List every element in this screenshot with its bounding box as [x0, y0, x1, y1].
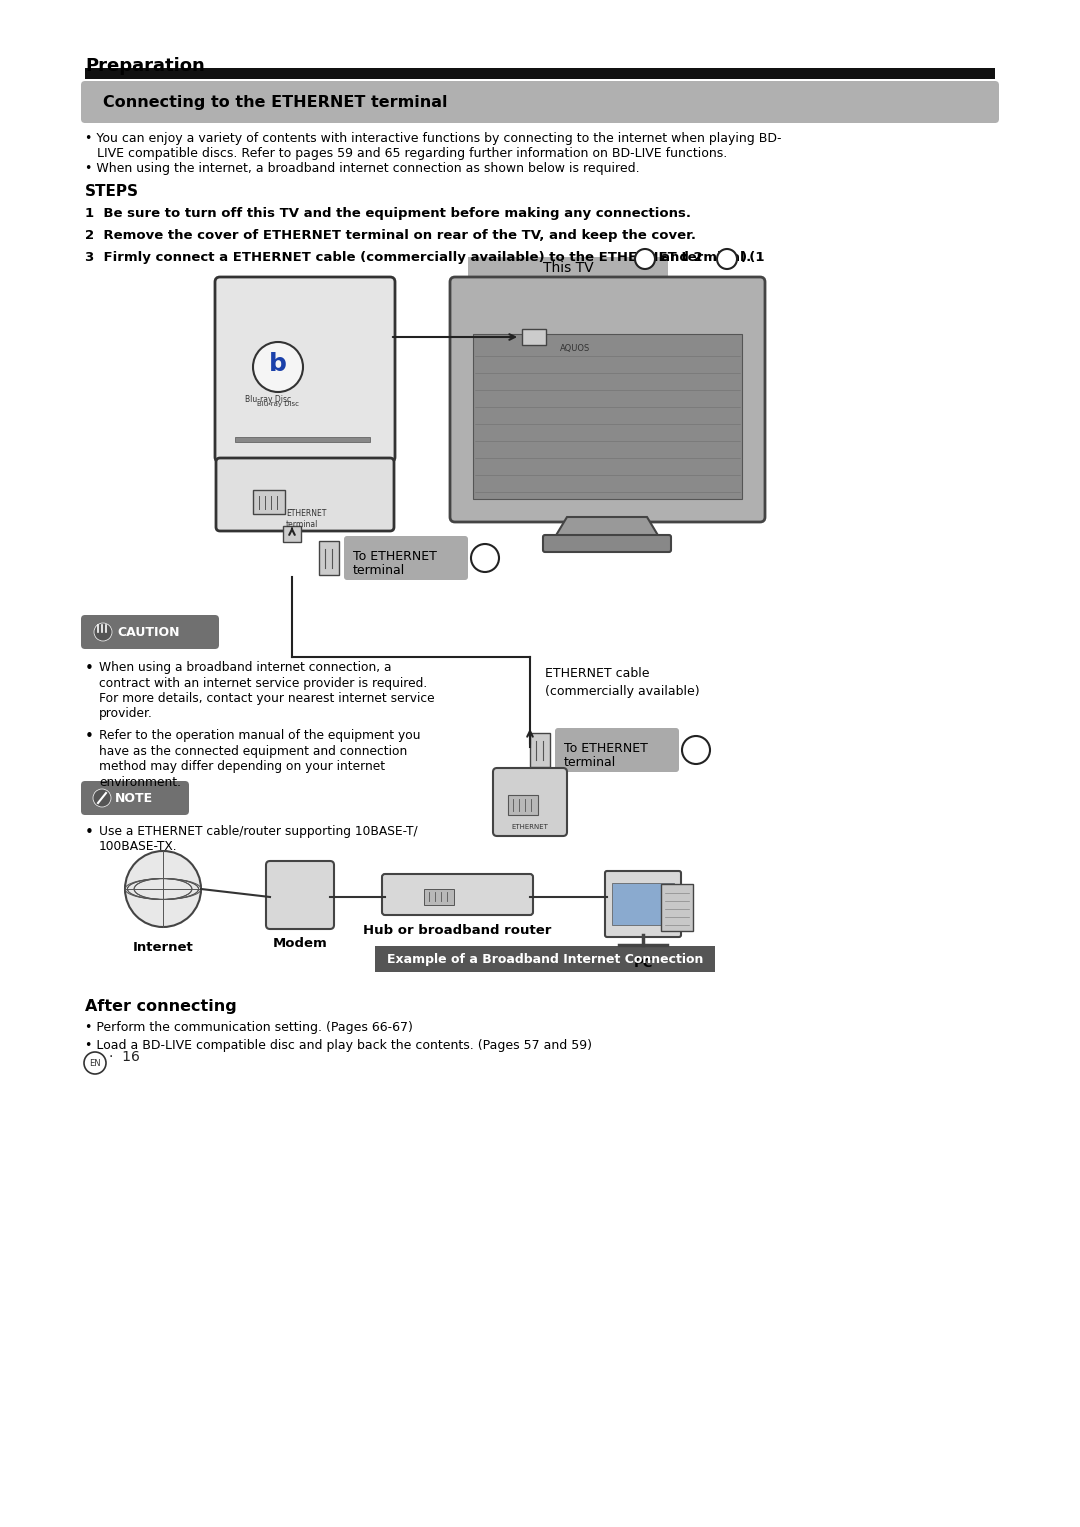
FancyBboxPatch shape [450, 276, 765, 522]
Circle shape [253, 342, 303, 392]
FancyBboxPatch shape [473, 334, 742, 499]
Text: Connecting to the ETHERNET terminal: Connecting to the ETHERNET terminal [103, 95, 447, 110]
Text: and 2: and 2 [661, 250, 703, 264]
Text: b: b [269, 353, 287, 376]
Text: Internet: Internet [133, 941, 193, 954]
Polygon shape [555, 518, 659, 538]
Text: have as the connected equipment and connection: have as the connected equipment and conn… [99, 745, 407, 757]
FancyBboxPatch shape [508, 796, 538, 815]
FancyBboxPatch shape [382, 873, 534, 915]
Text: •: • [85, 825, 94, 840]
Circle shape [471, 544, 499, 573]
Text: Hub or broadband router: Hub or broadband router [363, 924, 552, 938]
Text: 2  Remove the cover of ETHERNET terminal on rear of the TV, and keep the cover.: 2 Remove the cover of ETHERNET terminal … [85, 229, 696, 241]
FancyBboxPatch shape [424, 889, 454, 906]
Text: EN: EN [90, 1058, 100, 1067]
FancyBboxPatch shape [612, 883, 674, 925]
FancyBboxPatch shape [216, 458, 394, 531]
Text: method may differ depending on your internet: method may differ depending on your inte… [99, 760, 386, 773]
Text: STEPS: STEPS [85, 183, 139, 199]
Text: LIVE compatible discs. Refer to pages 59 and 65 regarding further information on: LIVE compatible discs. Refer to pages 59… [97, 147, 727, 160]
Text: environment.: environment. [99, 776, 181, 788]
FancyBboxPatch shape [319, 541, 339, 576]
Text: PC: PC [633, 957, 652, 970]
Text: 1: 1 [642, 253, 649, 264]
FancyBboxPatch shape [81, 81, 999, 124]
FancyBboxPatch shape [253, 490, 285, 515]
FancyBboxPatch shape [375, 947, 715, 973]
Text: ).: ). [741, 250, 753, 264]
Text: •: • [85, 661, 94, 676]
Text: Preparation: Preparation [85, 56, 205, 75]
Text: Blu-ray Disc: Blu-ray Disc [245, 395, 292, 405]
FancyBboxPatch shape [522, 328, 546, 345]
Text: contract with an internet service provider is required.: contract with an internet service provid… [99, 676, 428, 690]
Text: provider.: provider. [99, 707, 153, 721]
FancyBboxPatch shape [81, 615, 219, 649]
Circle shape [94, 623, 112, 641]
Text: CAUTION: CAUTION [117, 626, 179, 638]
Text: To ETHERNET: To ETHERNET [564, 742, 648, 754]
Circle shape [717, 249, 737, 269]
Text: 100BASE-TX.: 100BASE-TX. [99, 840, 177, 854]
Text: • When using the internet, a broadband internet connection as shown below is req: • When using the internet, a broadband i… [85, 162, 639, 176]
FancyBboxPatch shape [605, 870, 681, 938]
Text: After connecting: After connecting [85, 999, 237, 1014]
Circle shape [635, 249, 654, 269]
Text: 1: 1 [480, 551, 490, 565]
FancyBboxPatch shape [235, 437, 370, 441]
FancyBboxPatch shape [555, 728, 679, 773]
Text: For more details, contact your nearest internet service: For more details, contact your nearest i… [99, 692, 434, 705]
Text: To ETHERNET: To ETHERNET [353, 550, 437, 563]
FancyBboxPatch shape [530, 733, 550, 767]
Text: Modem: Modem [272, 938, 327, 950]
Circle shape [93, 789, 111, 806]
Text: When using a broadband internet connection, a: When using a broadband internet connecti… [99, 661, 391, 673]
FancyBboxPatch shape [661, 884, 693, 931]
Text: (commercially available): (commercially available) [545, 686, 700, 698]
Text: 2: 2 [724, 253, 731, 264]
Text: Refer to the operation manual of the equipment you: Refer to the operation manual of the equ… [99, 728, 420, 742]
Text: ETHERNET
terminal: ETHERNET terminal [286, 508, 326, 528]
Circle shape [125, 851, 201, 927]
Text: • Perform the communication setting. (Pages 66-67): • Perform the communication setting. (Pa… [85, 1022, 413, 1034]
FancyBboxPatch shape [492, 768, 567, 835]
Text: ETHERNET: ETHERNET [512, 825, 549, 831]
Text: NOTE: NOTE [114, 791, 153, 805]
Text: This TV: This TV [542, 261, 593, 275]
FancyBboxPatch shape [81, 780, 189, 815]
Text: terminal: terminal [564, 756, 617, 770]
FancyBboxPatch shape [283, 525, 301, 542]
FancyBboxPatch shape [215, 276, 395, 463]
Text: •: • [85, 728, 94, 744]
Text: AQUOS: AQUOS [561, 344, 591, 353]
Text: Use a ETHERNET cable/router supporting 10BASE-T/: Use a ETHERNET cable/router supporting 1… [99, 825, 418, 838]
Text: 1  Be sure to turn off this TV and the equipment before making any connections.: 1 Be sure to turn off this TV and the eq… [85, 208, 691, 220]
Text: ·  16: · 16 [109, 1051, 140, 1064]
Text: 3  Firmly connect a ETHERNET cable (commercially available) to the ETHERNET term: 3 Firmly connect a ETHERNET cable (comme… [85, 250, 765, 264]
Circle shape [681, 736, 710, 764]
Text: terminal: terminal [353, 563, 405, 577]
FancyBboxPatch shape [266, 861, 334, 928]
Text: Example of a Broadband Internet Connection: Example of a Broadband Internet Connecti… [387, 953, 703, 965]
FancyBboxPatch shape [543, 534, 671, 551]
Text: Blu-ray Disc: Blu-ray Disc [257, 402, 299, 408]
Text: ETHERNET cable: ETHERNET cable [545, 667, 649, 680]
FancyBboxPatch shape [85, 69, 995, 79]
FancyBboxPatch shape [468, 257, 669, 279]
Text: • You can enjoy a variety of contents with interactive functions by connecting t: • You can enjoy a variety of contents wi… [85, 131, 782, 145]
Text: • Load a BD-LIVE compatible disc and play back the contents. (Pages 57 and 59): • Load a BD-LIVE compatible disc and pla… [85, 1038, 592, 1052]
Text: 2: 2 [690, 742, 701, 757]
FancyBboxPatch shape [345, 536, 468, 580]
